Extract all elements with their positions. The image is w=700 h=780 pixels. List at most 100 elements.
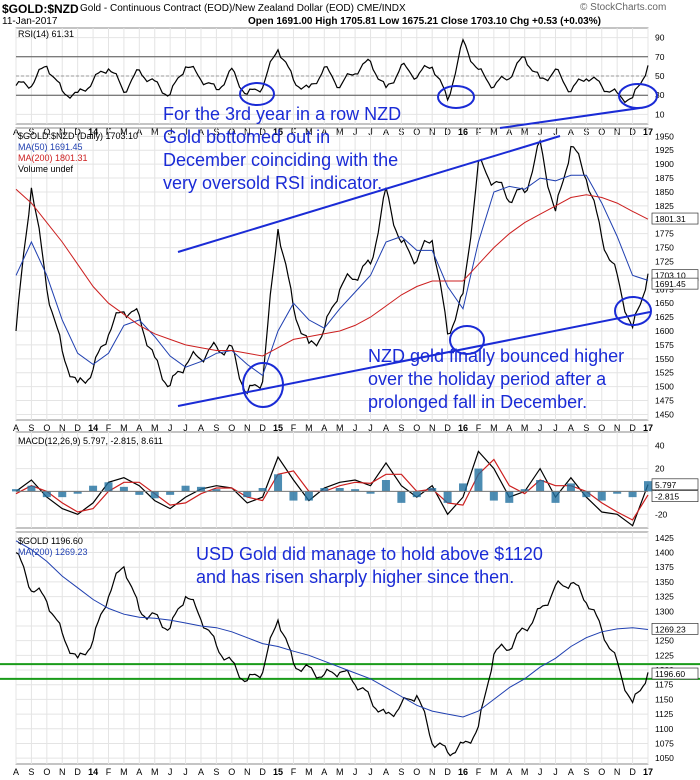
y-tick-label: 1150 [655,694,674,704]
macd-histogram-bar [104,482,113,492]
price-label: 5.797 [655,480,677,490]
y-tick-label: 1750 [655,243,674,253]
macd-histogram-bar [196,486,205,492]
x-tick-label: 17 [643,767,653,777]
x-tick-label: M [490,767,498,777]
legend-ma50: MA(50) 1691.45 [18,142,83,152]
y-tick-label: 1125 [655,709,674,719]
x-tick-label: A [198,423,204,433]
x-tick-label: O [228,767,235,777]
y-tick-label: 1450 [655,409,674,419]
macd-histogram-bar [412,491,421,498]
x-tick-label: A [198,767,204,777]
y-tick-label: 1575 [655,340,674,350]
macd-histogram-bar [27,485,36,492]
x-tick-label: 14 [88,423,98,433]
x-tick-label: F [291,767,297,777]
series-line [15,174,649,377]
y-tick-label: 1425 [655,533,674,543]
price-label: 1801.31 [655,214,686,224]
x-tick-label: 17 [643,423,653,433]
y-tick-label: 1175 [655,680,674,690]
x-tick-label: A [321,423,327,433]
y-tick-label: 1725 [655,256,674,266]
rsi-annotation-line: Gold bottomed out in [163,127,331,147]
x-tick-label: A [13,423,19,433]
x-tick-label: M [305,767,313,777]
y-tick-label: 1050 [655,753,674,763]
legend-ma200: MA(200) 1801.31 [18,153,88,163]
y-tick-label: 1475 [655,396,674,406]
price-label: 1691.45 [655,279,686,289]
y-tick-label: 1525 [655,368,674,378]
x-tick-label: A [568,767,574,777]
macd-histogram-bar [119,486,128,492]
y-tick-label: 10 [655,109,665,119]
x-tick-label: M [120,423,128,433]
y-tick-label: 90 [655,33,665,43]
x-tick-label: N [59,423,66,433]
x-tick-label: A [13,767,19,777]
y-tick-label: 70 [655,52,665,62]
y-tick-label: 1075 [655,738,674,748]
macd-histogram-bar [150,491,159,499]
y-tick-label: 40 [655,441,665,451]
macd-histogram-bar [243,491,252,498]
series-line [15,450,649,527]
rsi-annotation-line: very oversold RSI indicator. [163,173,383,193]
macd-histogram-bar [181,485,190,492]
price-label: 1196.60 [655,669,685,679]
y-tick-label: 20 [655,464,665,474]
x-tick-label: N [244,767,251,777]
macd-histogram-bar [258,488,267,492]
x-tick-label: O [413,423,420,433]
macd-histogram-bar [613,491,622,494]
x-tick-label: F [476,423,482,433]
x-tick-label: O [43,767,50,777]
macd-histogram-bar [582,491,591,498]
usd-annotation-line: and has risen sharply higher since then. [196,567,515,587]
usd-annotation-line: USD Gold did manage to hold above $1120 [196,544,543,564]
macd-histogram-bar [459,483,468,492]
panel-frame [15,431,649,529]
macd-histogram-bar [536,480,545,492]
y-tick-label: 1900 [655,159,674,169]
rsi-annotation-line: For the 3rd year in a row NZD [163,104,402,124]
rsi-annotation-line: December coinciding with the [163,150,399,170]
macd-histogram-bar [644,481,652,492]
macd-histogram-bar [58,491,67,498]
bounce-annotation: NZD gold finally bounced higher over the… [368,345,624,414]
x-tick-label: F [476,767,482,777]
x-tick-label: M [336,423,344,433]
macd-histogram-bar [366,491,375,494]
price-title: $GOLD:$NZD (Daily) 1703.10 [18,131,139,141]
x-tick-label: J [538,767,543,777]
macd-histogram-bar [443,491,452,503]
x-tick-label: 15 [273,423,283,433]
macd-histogram-bar [274,474,283,492]
x-tick-label: S [213,767,219,777]
price-label: 1703.10 [655,271,686,281]
macd-histogram-bar [304,491,313,501]
series-line [15,188,649,357]
x-tick-label: D [259,423,266,433]
macd-histogram-bar [42,491,51,498]
macd-histogram-bar [474,468,483,492]
macd-histogram-bar [335,488,344,492]
macd-histogram-bar [320,488,329,492]
y-tick-label: 1500 [655,382,674,392]
macd-histogram-bar [351,489,360,492]
x-tick-label: M [336,767,344,777]
x-tick-label: O [228,423,235,433]
x-tick-label: O [598,767,605,777]
y-tick-label: 1600 [655,326,674,336]
x-tick-label: D [629,423,636,433]
series-line [15,38,649,104]
trend-line-rsi [499,107,641,129]
bottom-circle [449,325,485,355]
x-tick-label: A [136,423,142,433]
y-tick-label: 1250 [655,636,674,646]
y-tick-label: 1825 [655,201,674,211]
x-tick-label: J [368,767,373,777]
